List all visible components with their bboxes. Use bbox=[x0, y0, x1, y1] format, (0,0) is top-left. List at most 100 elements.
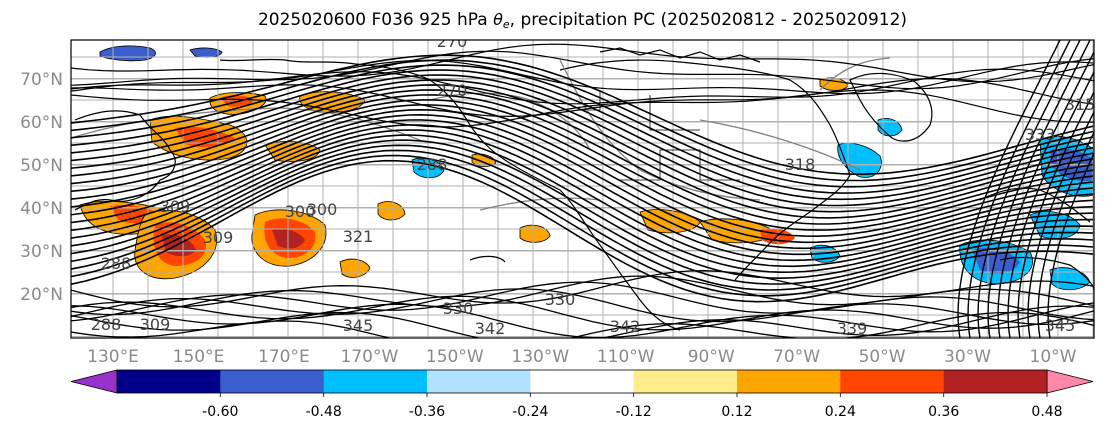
colorbar-extend-max bbox=[1046, 369, 1094, 394]
theta-e-contours bbox=[71, 40, 1094, 338]
colorbar-swatch bbox=[737, 370, 841, 393]
contour-label: 288 bbox=[101, 254, 132, 273]
gray-contour bbox=[479, 197, 601, 211]
theta-e-contour-north bbox=[71, 78, 1094, 118]
theta-e-contour-south bbox=[71, 311, 1094, 338]
contour-label: 270 bbox=[437, 32, 468, 51]
latitude-labels: 70°N 60°N 50°N 40°N 30°N 20°N bbox=[20, 70, 63, 305]
colorbar-swatch bbox=[323, 370, 428, 393]
longitude-label: 110°W bbox=[597, 347, 655, 367]
contour-label: 309 bbox=[140, 315, 171, 334]
colorbar-tick-label: 0.36 bbox=[928, 404, 959, 420]
theta-e-contour-south bbox=[71, 288, 1094, 326]
colorbar-swatch bbox=[633, 370, 738, 393]
coast-namerica-east bbox=[559, 59, 851, 281]
theta-e-contour bbox=[71, 144, 1094, 285]
latitude-label: 50°N bbox=[20, 156, 63, 176]
gray-contour bbox=[819, 57, 891, 91]
colorbar-tick-label: -0.48 bbox=[306, 404, 342, 420]
gray-contour bbox=[699, 119, 861, 171]
contour-label: 288 bbox=[91, 315, 122, 334]
theta-e-contour bbox=[71, 113, 1094, 250]
contour-label: 333 bbox=[1025, 125, 1056, 144]
theta-e-contour bbox=[71, 103, 1094, 238]
colorbar-swatch bbox=[530, 370, 635, 393]
theta-e-contour bbox=[71, 94, 1094, 225]
contour-label: 330 bbox=[443, 299, 474, 318]
chart-title: 2025020600 F036 925 hPa θe, precipitatio… bbox=[0, 10, 1105, 31]
theta-e-contour bbox=[71, 124, 1094, 262]
theta-e-contour bbox=[71, 149, 1094, 291]
theta-e-contour bbox=[71, 134, 1094, 274]
colorbar-swatch bbox=[220, 370, 325, 393]
title-suffix: , precipitation PC (2025020812 - 2025020… bbox=[509, 10, 908, 30]
theta-e-contour bbox=[71, 99, 1094, 231]
title-theta: θ bbox=[493, 10, 503, 29]
colorbar-swatch bbox=[840, 370, 945, 393]
latitude-label: 60°N bbox=[20, 113, 63, 133]
theta-e-contour-east bbox=[1017, 90, 1094, 338]
theta-e-contour bbox=[71, 79, 1094, 207]
longitude-label: 170°W bbox=[341, 347, 399, 367]
theta-e-contour-south bbox=[71, 305, 1094, 338]
longitude-labels: 130°E 150°E 170°E 170°W 150°W 130°W 110°W 90°W 7… bbox=[87, 347, 1077, 367]
longitude-label: 30°W bbox=[944, 347, 991, 367]
contour-label: 330 bbox=[545, 290, 576, 309]
precip-blob bbox=[189, 47, 223, 58]
colorbar-tick-label: -0.60 bbox=[202, 404, 238, 420]
gray-contour bbox=[559, 59, 761, 201]
theta-e-contour-east bbox=[977, 40, 1081, 338]
colorbar-tick-label: -0.36 bbox=[409, 404, 445, 420]
theta-e-contour-east bbox=[957, 40, 1061, 338]
colorbar-tick-label: -0.24 bbox=[512, 404, 548, 420]
contour-label: 309 bbox=[203, 228, 234, 247]
latitude-label: 70°N bbox=[20, 70, 63, 90]
colorbar-swatch bbox=[943, 370, 1048, 393]
longitude-label: 10°W bbox=[1030, 347, 1077, 367]
theta-e-contour-east bbox=[1007, 70, 1094, 338]
contour-label: 318 bbox=[785, 155, 816, 174]
coast-africa bbox=[999, 256, 1094, 291]
latitude-label: 30°N bbox=[20, 242, 63, 262]
colorbar-frame bbox=[116, 369, 1048, 394]
contour-label: 288 bbox=[417, 155, 448, 174]
latitude-label: 20°N bbox=[20, 285, 63, 305]
theta-e-contour-south bbox=[71, 281, 1094, 322]
colorbar-tick-label: 0.24 bbox=[825, 404, 856, 420]
precip-blob bbox=[377, 201, 406, 221]
theta-e-contour-east bbox=[1037, 130, 1094, 338]
longitude-label: 50°W bbox=[859, 347, 906, 367]
theta-e-contour-north bbox=[71, 89, 1094, 128]
colorbar-tick-label: 0.12 bbox=[721, 404, 752, 420]
theta-e-contour bbox=[71, 69, 1094, 194]
contour-label: 270 bbox=[437, 81, 468, 100]
longitude-label: 150°W bbox=[426, 347, 484, 367]
contour-label: 345 bbox=[343, 316, 374, 335]
theta-e-contour-south bbox=[71, 275, 1094, 316]
theta-e-contour bbox=[71, 139, 1094, 280]
theta-e-contour bbox=[71, 59, 1094, 182]
contour-label: 321 bbox=[343, 227, 374, 246]
coast-hawaii bbox=[469, 255, 506, 263]
longitude-label: 150°E bbox=[173, 347, 225, 367]
title-theta-sub: e bbox=[502, 18, 510, 31]
contour-label: 339 bbox=[837, 319, 868, 338]
colorbar-tick-label: 0.48 bbox=[1031, 404, 1062, 420]
colorbar: -0.60 -0.48 -0.36 -0.24 -0.12 0.12 0.24 0.36 0.4… bbox=[70, 369, 1094, 420]
theta-e-contour-east bbox=[1027, 110, 1094, 338]
precip-blob bbox=[519, 224, 551, 243]
longitude-label: 90°W bbox=[688, 347, 735, 367]
gray-contour bbox=[429, 92, 591, 151]
theta-e-contour bbox=[71, 159, 1094, 303]
theta-e-contour bbox=[71, 89, 1094, 219]
theta-e-contour-south bbox=[71, 295, 1094, 331]
colorbar-tick-label: -0.12 bbox=[616, 404, 652, 420]
longitude-label: 130°W bbox=[511, 347, 569, 367]
contour-label: 309 bbox=[160, 197, 191, 216]
theta-e-contour-east bbox=[1047, 151, 1094, 338]
contour-label: 342 bbox=[610, 317, 641, 336]
theta-e-contour-east bbox=[997, 50, 1094, 338]
theta-e-contour-north bbox=[71, 50, 1094, 90]
